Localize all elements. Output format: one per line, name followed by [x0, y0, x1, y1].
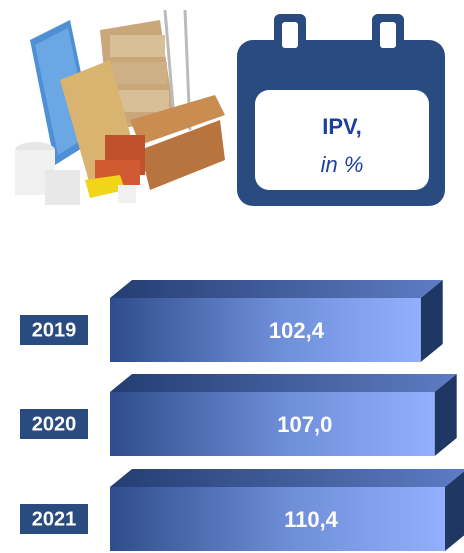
bar: [110, 298, 421, 362]
materials-illustration: [15, 9, 225, 205]
bars: 102,4 2019 107,0 2020 110,4 2021: [20, 280, 464, 551]
bar-top: [110, 374, 457, 392]
bar-side: [434, 374, 457, 456]
year-box: [20, 504, 88, 534]
year-box: [20, 409, 88, 439]
bar-top: [110, 469, 464, 487]
y-tick-label: 2020: [32, 413, 77, 435]
value-label: 107,0: [277, 412, 332, 437]
bar-side: [420, 280, 443, 362]
y-tick-label: 2021: [32, 508, 77, 530]
calendar-icon: [237, 14, 445, 206]
bar-top: [110, 280, 443, 298]
bar: [110, 392, 435, 456]
bar: [110, 487, 445, 551]
chart-subtitle: in %: [321, 152, 364, 177]
chart-title: IPV,: [322, 114, 362, 139]
y-tick-label: 2019: [32, 319, 77, 341]
value-label: 110,4: [284, 507, 339, 532]
bar-side: [445, 471, 464, 551]
year-box: [20, 315, 88, 345]
value-label: 102,4: [269, 318, 325, 343]
